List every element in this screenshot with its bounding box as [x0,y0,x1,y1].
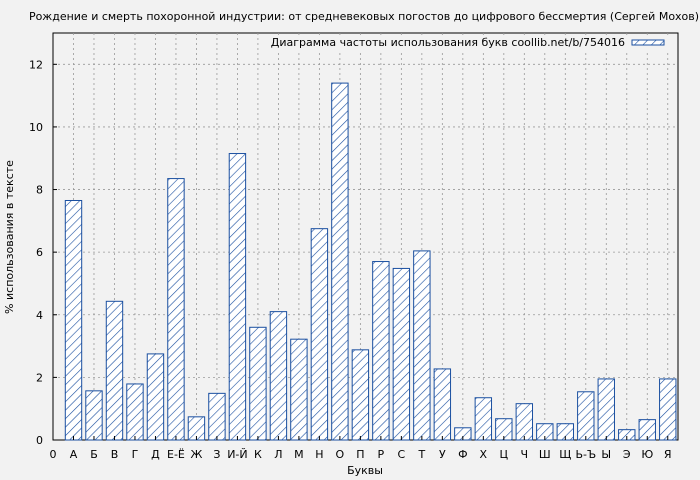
y-tick-label: 12 [29,58,43,71]
x-axis-label: Буквы [347,464,383,477]
x-tick-label: К [254,448,262,461]
bar [146,353,165,441]
x-tick-label: И-Й [227,448,247,461]
x-tick-label: Ь-Ъ [575,448,596,461]
x-tick-label: Т [417,448,425,461]
bar [392,267,411,441]
bar [474,397,493,441]
y-tick-label: 4 [36,309,43,322]
bar [85,390,103,441]
bar [126,383,144,441]
x-tick-label: Ж [191,448,203,461]
bar [228,153,247,441]
x-tick-label: С [398,448,406,461]
bar [597,378,615,441]
bar [659,378,677,441]
x-tick-label: Ю [641,448,653,461]
bar [433,368,452,441]
grid-lines [53,33,678,440]
x-tick-label: Ш [539,448,551,461]
y-axis-label: % использования в тексте [3,160,16,314]
y-tick-label: 8 [36,184,43,197]
legend-swatch [631,39,665,46]
bar [269,311,288,441]
bar [310,228,329,441]
x-tick-label: Я [664,448,672,461]
x-tick-label: У [439,448,446,461]
x-tick-label: Х [480,448,488,461]
bar [577,391,595,441]
bar [290,338,308,441]
bar [167,178,185,441]
bar [64,199,83,441]
x-tick-label: Ц [500,448,509,461]
x-tick-label: Ч [521,448,529,461]
chart-title: Рождение и смерть похоронной индустрии: … [29,10,699,23]
y-tick-label: 6 [36,246,43,259]
x-tick-label: А [70,448,78,461]
x-tick-label: Э [623,448,631,461]
bars-group [64,82,677,441]
x-tick-label: З [213,448,220,461]
bar [372,261,390,441]
x-tick-label: Л [274,448,282,461]
y-tick-label: 0 [36,434,43,447]
x-tick-label: П [356,448,364,461]
x-axis: 0 А Б В Г Д Е-Ё Ж З И-Й К Л М Н О П Р С Т У Ф Х Ц Ч Ш Щ Ь-Ъ Ы Э Ю Я [50,436,672,461]
x-tick-label: Ф [458,448,467,461]
bar [515,403,534,441]
bar [249,326,267,441]
x-tick-label: Е-Ё [167,448,185,461]
x-tick-label: Д [151,448,160,461]
x-tick-label: Г [132,448,139,461]
x-tick-label: В [111,448,119,461]
x-tick-label: О [336,448,345,461]
x-tick-zero: 0 [50,448,57,461]
x-tick-label: Б [90,448,98,461]
x-tick-label: Н [315,448,323,461]
legend-label: Диаграмма частоты использования букв coo… [271,36,625,49]
x-tick-label: М [294,448,304,461]
legend: Диаграмма частоты использования букв coo… [271,36,670,50]
x-tick-label: Ы [601,448,611,461]
x-tick-label: Р [378,448,385,461]
bar [208,392,226,441]
bar [351,349,370,441]
y-axis: 0 2 4 6 8 10 12 [29,58,57,447]
bar [331,82,349,441]
x-tick-label: Щ [559,448,571,461]
y-tick-label: 2 [36,371,43,384]
bar [105,300,124,441]
y-tick-label: 10 [29,121,43,134]
legend-background [278,36,670,50]
bar [413,250,431,441]
